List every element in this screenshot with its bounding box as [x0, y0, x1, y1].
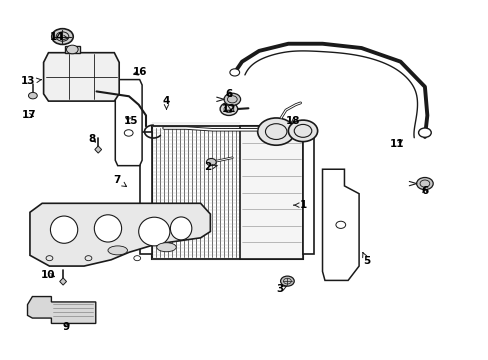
- Text: 5: 5: [362, 253, 369, 266]
- Circle shape: [280, 276, 294, 286]
- Bar: [303, 132, 313, 253]
- Circle shape: [224, 93, 240, 105]
- Polygon shape: [27, 297, 96, 323]
- Text: 6: 6: [225, 89, 232, 99]
- Polygon shape: [30, 203, 210, 266]
- Circle shape: [206, 158, 216, 166]
- Text: 4: 4: [163, 96, 170, 109]
- Bar: [65, 46, 80, 53]
- Circle shape: [66, 45, 78, 54]
- Text: 9: 9: [63, 322, 70, 332]
- Circle shape: [220, 103, 237, 116]
- Ellipse shape: [94, 215, 122, 242]
- Circle shape: [418, 128, 430, 137]
- Ellipse shape: [170, 217, 191, 240]
- Text: 2: 2: [204, 162, 217, 172]
- Bar: [140, 132, 152, 253]
- Text: 1: 1: [293, 200, 306, 210]
- Polygon shape: [322, 169, 358, 280]
- Text: 10: 10: [41, 270, 56, 280]
- Text: 6: 6: [421, 186, 427, 196]
- Text: 8: 8: [88, 134, 96, 144]
- Text: 15: 15: [124, 116, 138, 126]
- Circle shape: [229, 69, 239, 76]
- Circle shape: [288, 120, 317, 141]
- Ellipse shape: [50, 216, 78, 243]
- Text: 7: 7: [113, 175, 126, 186]
- Text: 12: 12: [221, 104, 236, 114]
- Polygon shape: [43, 53, 119, 101]
- Text: 16: 16: [132, 67, 146, 77]
- Polygon shape: [115, 80, 142, 166]
- Bar: [152, 126, 303, 259]
- Text: 3: 3: [275, 284, 286, 294]
- Polygon shape: [95, 146, 102, 153]
- Circle shape: [52, 29, 73, 44]
- Text: 18: 18: [285, 116, 300, 126]
- Text: 11: 11: [388, 139, 403, 149]
- Circle shape: [257, 118, 294, 145]
- Ellipse shape: [157, 243, 176, 252]
- Ellipse shape: [108, 246, 127, 255]
- Ellipse shape: [139, 217, 169, 246]
- Text: 14: 14: [49, 32, 68, 41]
- Text: 13: 13: [21, 76, 41, 86]
- Bar: [239, 126, 303, 259]
- Text: 17: 17: [21, 111, 36, 121]
- Circle shape: [416, 177, 432, 190]
- Circle shape: [28, 93, 37, 99]
- Polygon shape: [60, 278, 66, 285]
